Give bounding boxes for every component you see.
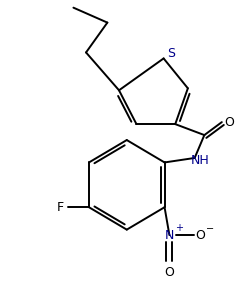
Text: S: S — [167, 47, 175, 60]
Text: N: N — [165, 229, 174, 242]
Text: O: O — [196, 229, 205, 242]
Text: F: F — [56, 201, 63, 214]
Text: NH: NH — [191, 154, 210, 167]
Text: −: − — [206, 224, 214, 234]
Text: +: + — [175, 223, 183, 233]
Text: O: O — [164, 266, 174, 279]
Text: O: O — [225, 116, 235, 129]
